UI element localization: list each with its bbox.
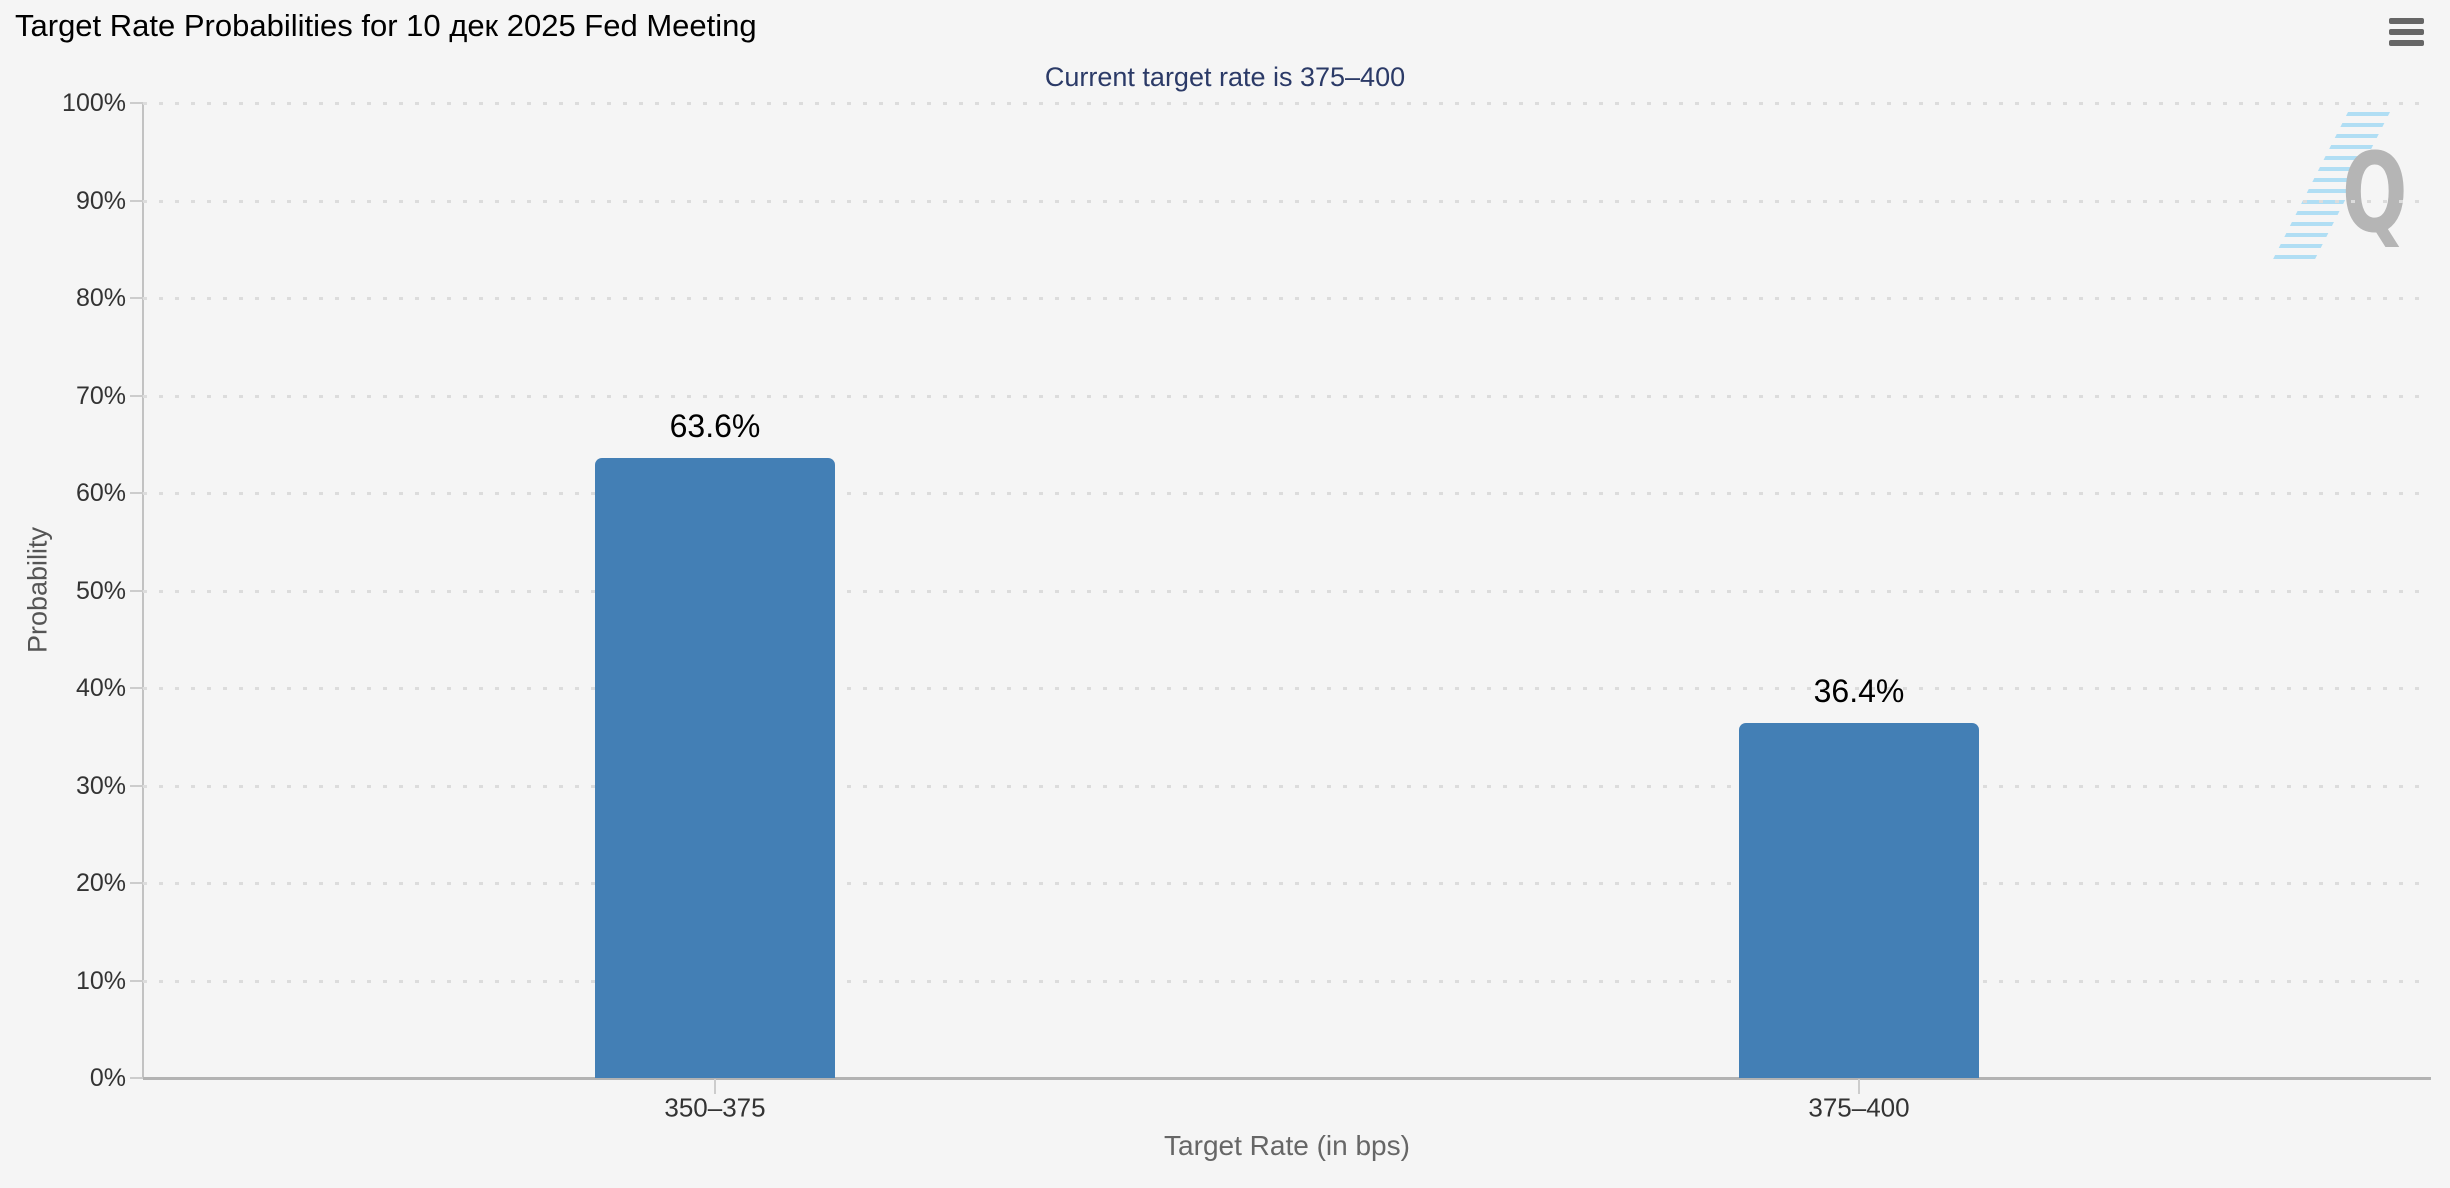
gridline [143, 687, 2431, 690]
y-axis-tick [130, 589, 143, 592]
x-tick-label: 350–375 [664, 1092, 766, 1123]
quikstrike-watermark: Q [2270, 100, 2440, 280]
y-tick-label: 100% [62, 89, 126, 117]
gridline [143, 297, 2431, 300]
gridline [143, 882, 2431, 885]
gridline [143, 394, 2431, 398]
gridline [143, 199, 2431, 203]
y-tick-label: 90% [75, 186, 126, 215]
gridline [143, 979, 2431, 983]
gridline [143, 492, 2431, 495]
gridline [143, 589, 2431, 593]
y-axis-tick [130, 1077, 143, 1079]
y-tick-label: 0% [89, 1064, 126, 1092]
bar-value-label: 36.4% [1813, 673, 1905, 710]
y-tick-label: 70% [75, 381, 126, 410]
y-axis-tick [130, 492, 143, 494]
x-axis-tick [1858, 1079, 1860, 1094]
y-axis-tick [130, 297, 143, 299]
x-tick-label: 375–400 [1808, 1092, 1910, 1123]
y-tick-label: 50% [75, 576, 126, 605]
x-axis-title: Target Rate (in bps) [1164, 1130, 1410, 1161]
chart-subtitle: Current target rate is 375–400 [1044, 62, 1406, 92]
y-axis-tick [130, 687, 143, 689]
y-axis-tick [130, 784, 143, 787]
bar-value-label: 63.6% [669, 407, 761, 444]
y-axis-tick [130, 199, 143, 202]
gridline [143, 102, 2431, 105]
y-axis-tick [130, 394, 143, 397]
y-tick-label: 60% [75, 479, 126, 507]
gridline [143, 784, 2431, 788]
y-tick-label: 20% [75, 869, 126, 897]
x-axis-line [143, 1077, 2431, 1080]
y-axis-tick [130, 102, 143, 104]
y-axis-tick [130, 979, 143, 982]
y-axis-tick [130, 882, 143, 884]
y-tick-label: 30% [75, 771, 126, 800]
bar-375–400[interactable] [1739, 723, 1979, 1078]
watermark-q-icon: Q [2342, 129, 2408, 257]
export-menu-button[interactable] [2381, 8, 2431, 56]
y-tick-label: 40% [75, 674, 126, 702]
watermark-stripes-icon [2270, 112, 2390, 264]
x-axis-tick [714, 1079, 716, 1094]
chart-title: Target Rate Probabilities for 10 дек 202… [15, 8, 757, 43]
bar-350–375[interactable] [595, 457, 835, 1078]
y-tick-label: 10% [75, 966, 126, 995]
y-tick-label: 80% [75, 284, 126, 312]
